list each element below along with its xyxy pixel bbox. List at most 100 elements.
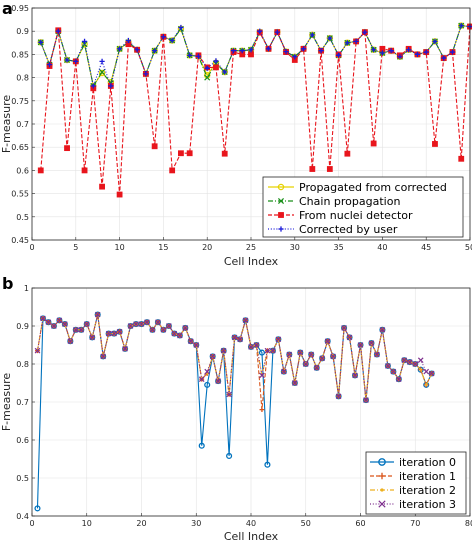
y-tick-label: 0.7 bbox=[16, 120, 29, 129]
data-point bbox=[292, 54, 298, 60]
data-point bbox=[99, 58, 105, 64]
x-axis-label-a: Cell Index bbox=[224, 255, 279, 268]
data-point bbox=[374, 351, 380, 358]
data-point bbox=[166, 323, 172, 329]
ticks-a: 0 5 10 15 20 25 30 35 40 45 50 0.45 0.5 0.55 0.6 0.65 0.… bbox=[11, 4, 472, 252]
data-point bbox=[220, 347, 227, 354]
data-point bbox=[423, 368, 430, 375]
legend-item: Propagated from corrected bbox=[268, 181, 447, 194]
data-point bbox=[414, 51, 421, 57]
data-point bbox=[335, 393, 342, 400]
data-point bbox=[198, 376, 205, 383]
legend-marker bbox=[277, 197, 285, 205]
x-tick-label: 50 bbox=[301, 519, 311, 528]
data-point bbox=[432, 141, 438, 147]
data-point bbox=[428, 370, 435, 377]
data-point bbox=[198, 442, 205, 449]
x-tick-label: 40 bbox=[246, 519, 256, 528]
data-point bbox=[204, 368, 211, 375]
data-point bbox=[138, 321, 145, 327]
data-point bbox=[259, 407, 265, 412]
data-point bbox=[379, 326, 386, 333]
data-point bbox=[221, 150, 228, 157]
data-point bbox=[362, 29, 368, 35]
data-point bbox=[178, 24, 184, 31]
legend-marker bbox=[278, 226, 284, 232]
data-point bbox=[423, 49, 429, 55]
data-point bbox=[458, 23, 464, 29]
data-point bbox=[226, 391, 232, 398]
y-tick-label: 0.6 bbox=[16, 166, 29, 175]
data-point bbox=[265, 46, 272, 52]
data-point bbox=[100, 353, 106, 360]
data-point bbox=[449, 49, 456, 55]
data-point bbox=[195, 53, 202, 59]
data-point bbox=[204, 65, 210, 71]
x-tick-label: 60 bbox=[355, 519, 365, 528]
data-point bbox=[56, 317, 63, 324]
legend-label: iteration 2 bbox=[399, 484, 456, 497]
data-point bbox=[64, 57, 70, 63]
legend-item: iteration 3 bbox=[370, 498, 456, 511]
data-point bbox=[204, 74, 211, 81]
legend-label: Chain propagation bbox=[299, 195, 400, 208]
x-tick-label: 35 bbox=[334, 243, 344, 252]
data-point bbox=[222, 69, 228, 75]
data-point bbox=[390, 368, 397, 375]
data-point bbox=[330, 353, 336, 360]
data-point bbox=[99, 69, 106, 76]
data-point bbox=[253, 342, 260, 348]
data-point bbox=[108, 83, 114, 89]
data-point bbox=[248, 51, 254, 58]
data-point bbox=[432, 38, 438, 45]
x-tick-label: 0 bbox=[29, 519, 34, 528]
data-point bbox=[353, 38, 359, 45]
data-point bbox=[215, 378, 221, 384]
data-point bbox=[318, 48, 324, 54]
y-tick-label: 0.7 bbox=[16, 398, 29, 407]
data-point bbox=[186, 150, 193, 157]
data-point bbox=[193, 342, 200, 348]
data-point bbox=[412, 361, 419, 367]
data-point bbox=[62, 321, 68, 327]
data-point bbox=[160, 34, 166, 40]
data-point bbox=[134, 47, 140, 53]
panel-a-letter: a bbox=[2, 0, 13, 18]
data-point bbox=[51, 323, 57, 329]
data-point bbox=[397, 54, 403, 60]
panel-b-letter: b bbox=[2, 274, 13, 293]
data-point bbox=[370, 140, 377, 147]
series-line bbox=[40, 25, 471, 89]
x-tick-label: 20 bbox=[202, 243, 212, 252]
data-point bbox=[379, 50, 385, 56]
data-point bbox=[81, 41, 88, 48]
y-tick-label: 0.45 bbox=[11, 236, 29, 245]
data-point bbox=[396, 376, 402, 383]
legend-label: Propagated from corrected bbox=[299, 181, 447, 194]
x-tick-label: 70 bbox=[410, 519, 420, 528]
data-point bbox=[99, 183, 105, 190]
data-point bbox=[264, 461, 271, 468]
data-point bbox=[45, 319, 52, 326]
series-corrected-by-user bbox=[38, 23, 472, 89]
y-tick-label: 0.4 bbox=[16, 512, 29, 521]
data-point bbox=[344, 40, 350, 46]
data-point bbox=[98, 69, 106, 77]
data-point bbox=[117, 46, 123, 52]
legend-marker bbox=[278, 212, 284, 218]
x-tick-label: 0 bbox=[29, 243, 34, 252]
data-point bbox=[226, 452, 233, 460]
y-axis-label-b: F-measure bbox=[0, 373, 13, 432]
data-point bbox=[169, 37, 175, 44]
data-point bbox=[37, 167, 44, 174]
legend-label: iteration 3 bbox=[399, 498, 456, 511]
legend-marker bbox=[380, 488, 384, 492]
legend-label: iteration 1 bbox=[399, 470, 456, 483]
data-point bbox=[239, 48, 245, 54]
y-tick-label: 0.8 bbox=[16, 360, 29, 369]
data-point bbox=[248, 344, 254, 350]
data-point bbox=[346, 334, 353, 341]
series-group-b bbox=[34, 311, 435, 512]
data-point bbox=[419, 368, 422, 371]
